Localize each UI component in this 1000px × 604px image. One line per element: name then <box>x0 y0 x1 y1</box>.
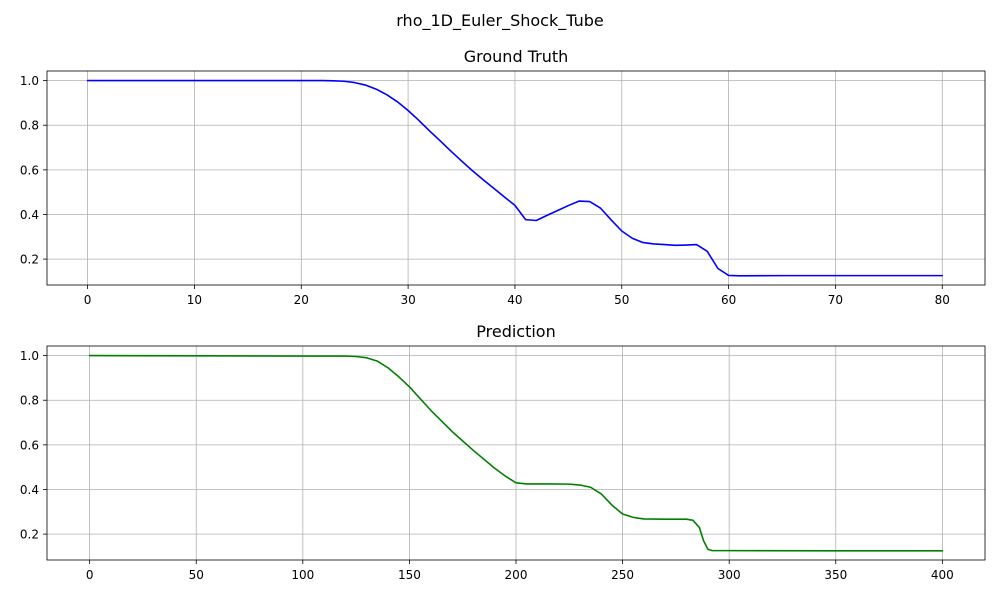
ground-truth-x-tick-label: 10 <box>187 293 202 307</box>
prediction-x-tick-label: 100 <box>291 568 314 582</box>
ground-truth-y-tick-label: 0.8 <box>20 119 39 133</box>
prediction-x-tick-label: 150 <box>398 568 421 582</box>
prediction-x-tick-label: 0 <box>86 568 94 582</box>
ground-truth-x-tick-label: 70 <box>828 293 843 307</box>
prediction-y-tick-label: 0.6 <box>20 438 39 452</box>
prediction-y-tick-label: 0.4 <box>20 483 39 497</box>
prediction-title: Prediction <box>476 322 555 341</box>
prediction-x-tick-label: 350 <box>824 568 847 582</box>
prediction-x-tick-label: 300 <box>718 568 741 582</box>
prediction-x-tick-label: 200 <box>505 568 528 582</box>
prediction-series-line <box>88 354 944 552</box>
ground-truth-x-tick-label: 50 <box>614 293 629 307</box>
prediction-y-tick-label: 0.8 <box>20 394 39 408</box>
prediction-x-tick-label: 400 <box>931 568 954 582</box>
ground-truth-axes: Ground Truth 0 10 20 30 40 50 60 70 80 0.2 0.4 0.6 0.… <box>20 47 986 307</box>
prediction-x-tick-label: 50 <box>189 568 204 582</box>
ground-truth-x-tick-label: 40 <box>507 293 522 307</box>
ground-truth-y-tick-label: 0.6 <box>20 163 39 177</box>
prediction-y-tick-label: 1.0 <box>20 349 39 363</box>
ground-truth-x-tick-label: 30 <box>400 293 415 307</box>
ground-truth-x-tick-label: 0 <box>84 293 92 307</box>
ground-truth-x-tick-label: 80 <box>935 293 950 307</box>
prediction-plot-frame <box>46 345 986 561</box>
prediction-y-tick-label: 0.2 <box>20 528 39 542</box>
ground-truth-x-tick-label: 60 <box>721 293 736 307</box>
ground-truth-y-tick-label: 0.4 <box>20 208 39 222</box>
ground-truth-y-tick-label: 0.2 <box>20 253 39 267</box>
prediction-x-tick-label: 250 <box>611 568 634 582</box>
ground-truth-x-tick-label: 20 <box>294 293 309 307</box>
figure-title: rho_1D_Euler_Shock_Tube <box>396 11 603 31</box>
ground-truth-plot-frame <box>46 70 986 286</box>
prediction-axes: Prediction 0 50 100 150 200 250 300 350 400 0.2 0.4… <box>20 322 986 582</box>
ground-truth-y-tick-label: 1.0 <box>20 74 39 88</box>
ground-truth-title: Ground Truth <box>464 47 569 66</box>
ground-truth-series-line <box>86 79 944 277</box>
